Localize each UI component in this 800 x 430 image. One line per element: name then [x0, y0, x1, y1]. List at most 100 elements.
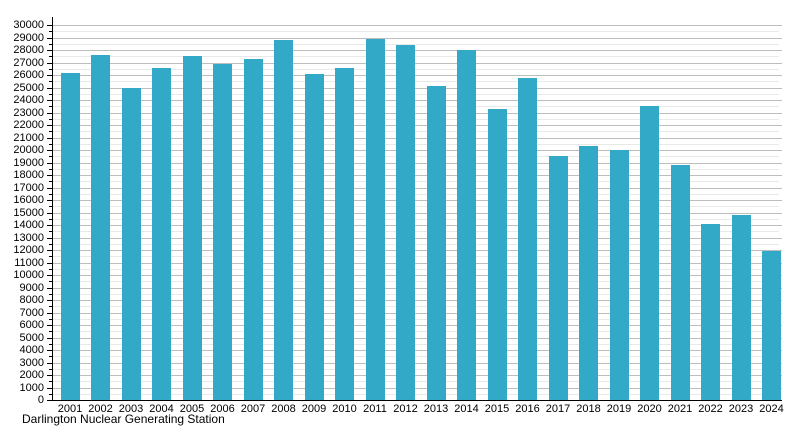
y-tick-label: 17000: [13, 181, 44, 194]
y-major-tick: [47, 25, 52, 26]
y-major-tick: [47, 125, 52, 126]
x-tick-label: 2016: [515, 403, 540, 415]
y-major-tick: [47, 137, 52, 139]
bar-2007: [243, 58, 263, 401]
bar-2011: [365, 38, 385, 401]
y-tick-label: 25000: [13, 81, 44, 94]
y-tick-label: 4000: [19, 344, 44, 356]
y-tick-label: 20000: [13, 144, 44, 156]
y-major-tick: [47, 287, 52, 289]
x-tick-label: 2012: [393, 403, 418, 415]
bar-2019: [609, 150, 629, 400]
y-major-tick: [47, 212, 52, 214]
bar-2016: [518, 77, 537, 400]
y-tick-label: 14000: [13, 219, 44, 231]
y-major-tick: [47, 237, 52, 239]
x-tick-label: 2007: [240, 403, 266, 415]
y-minor-tick: [49, 256, 52, 258]
x-tick-label: 2009: [301, 403, 327, 415]
bar-2009: [304, 73, 324, 401]
bar-2006: [213, 63, 232, 401]
y-tick-label: 11000: [14, 256, 44, 269]
y-minor-tick: [49, 368, 52, 370]
y-major-tick: [47, 200, 52, 201]
y-tick-label: 21000: [13, 131, 44, 144]
y-minor-tick: [49, 306, 52, 308]
y-major-tick: [47, 362, 52, 364]
y-tick-label: 28000: [13, 44, 44, 56]
gridline-major: [52, 50, 782, 51]
bar-2002: [91, 55, 110, 400]
y-major-tick: [47, 387, 52, 389]
y-major-tick: [47, 62, 52, 64]
y-minor-tick: [49, 231, 52, 233]
y-tick-label: 9000: [19, 281, 44, 294]
y-major-tick: [47, 300, 52, 301]
y-tick-label: 0: [37, 394, 44, 406]
x-tick-label: 2020: [637, 403, 662, 415]
y-minor-tick: [49, 331, 52, 333]
y-tick-label: 23000: [13, 106, 44, 119]
y-major-tick: [47, 337, 52, 339]
y-minor-tick: [49, 393, 52, 395]
y-minor-tick: [49, 193, 52, 195]
x-tick-label: 2002: [88, 403, 113, 415]
y-minor-tick: [49, 143, 52, 145]
y-minor-tick: [49, 156, 52, 158]
y-tick-label: 10000: [13, 269, 44, 281]
y-major-tick: [47, 50, 52, 51]
y-minor-tick: [49, 43, 52, 45]
y-minor-tick: [49, 93, 52, 95]
bar-2005: [182, 56, 202, 401]
bar-2021: [670, 165, 690, 400]
y-tick-label: 2000: [19, 369, 44, 381]
y-tick-label: 15000: [13, 206, 44, 219]
x-tick-label: 2010: [332, 403, 357, 415]
x-tick-label: 2021: [667, 403, 693, 415]
y-tick-label: 19000: [13, 156, 44, 169]
y-tick-label: 24000: [13, 94, 44, 106]
y-minor-tick: [49, 81, 52, 83]
bar-2014: [457, 50, 476, 400]
y-major-tick: [47, 262, 52, 264]
y-tick-label: 5000: [19, 331, 44, 344]
y-tick-label: 3000: [19, 356, 44, 369]
y-minor-tick: [49, 281, 52, 283]
bar-2017: [548, 156, 568, 401]
bar-2004: [152, 67, 171, 400]
chart-caption: Darlington Nuclear Generating Station: [22, 412, 225, 426]
y-minor-tick: [49, 168, 52, 170]
x-tick-label: 2018: [576, 403, 601, 415]
bar-2010: [335, 67, 354, 400]
y-tick-label: 26000: [13, 69, 44, 81]
y-minor-tick: [49, 181, 52, 183]
y-tick-label: 13000: [13, 231, 44, 244]
y-tick-label: 8000: [19, 294, 44, 306]
y-major-tick: [47, 312, 52, 314]
y-minor-tick: [49, 206, 52, 208]
y-major-tick: [47, 275, 52, 276]
y-major-tick: [47, 187, 52, 189]
y-major-tick: [47, 175, 52, 176]
bar-2018: [579, 146, 598, 401]
y-tick-label: 12000: [13, 244, 44, 256]
y-axis-line: [52, 17, 53, 400]
y-tick-label: 27000: [13, 56, 44, 69]
x-tick-label: 2014: [454, 403, 479, 415]
y-major-tick: [47, 150, 52, 151]
x-tick-label: 2019: [606, 403, 632, 415]
x-tick-label: 2008: [271, 403, 296, 415]
x-tick-label: 2003: [118, 403, 144, 415]
gridline-minor: [52, 31, 779, 33]
y-minor-tick: [49, 381, 52, 383]
x-tick-label: 2022: [698, 403, 723, 415]
y-minor-tick: [49, 318, 52, 320]
bar-2008: [274, 40, 293, 400]
bar-2024: [762, 251, 781, 401]
y-major-tick: [47, 100, 52, 101]
y-major-tick: [47, 112, 52, 114]
y-minor-tick: [49, 31, 52, 33]
x-tick-label: 2001: [57, 403, 83, 415]
y-minor-tick: [49, 343, 52, 345]
x-axis-line: [52, 400, 782, 401]
